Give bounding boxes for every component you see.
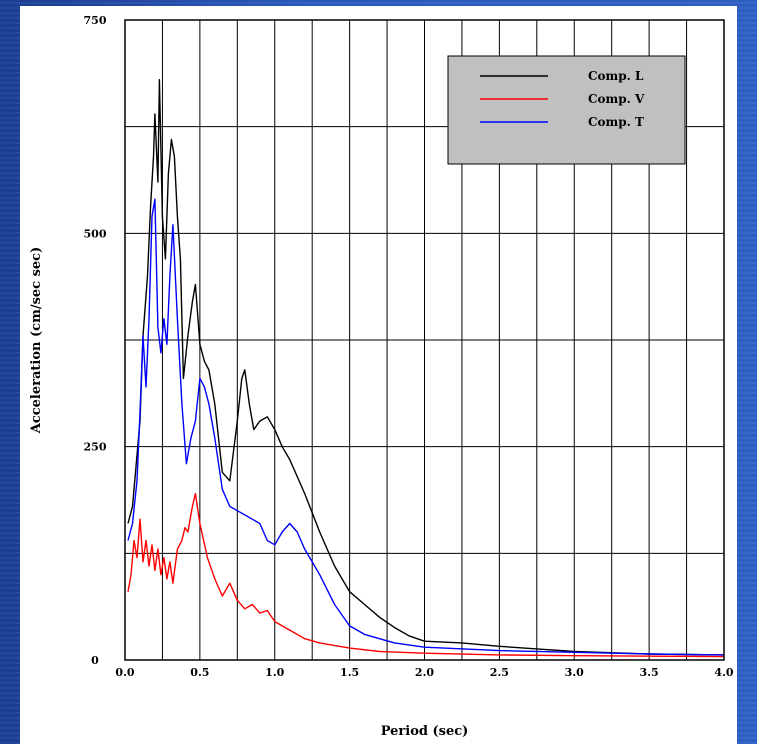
- x-tick-label: 2.5: [490, 666, 509, 679]
- x-tick-label: 1.0: [265, 666, 284, 679]
- y-tick-label: 250: [84, 441, 107, 454]
- legend-label-0: Comp. L: [588, 69, 644, 83]
- x-axis-label: Period (sec): [381, 724, 469, 739]
- legend-label-1: Comp. V: [588, 92, 645, 106]
- x-tick-label: 3.0: [565, 666, 584, 679]
- x-tick-label: 0.0: [115, 666, 134, 679]
- y-tick-label: 750: [84, 14, 107, 27]
- x-tick-label: 1.5: [340, 666, 359, 679]
- legend-box: [447, 55, 686, 165]
- series-line-2: [127, 198, 725, 656]
- y-axis-label: Acceleration (cm/sec sec): [29, 247, 44, 435]
- y-tick-labels: 0 250 500 750: [84, 14, 107, 667]
- legend: Comp. L Comp. V Comp. T: [447, 55, 686, 165]
- y-tick-label: 500: [84, 227, 107, 240]
- x-tick-label: 3.5: [640, 666, 659, 679]
- series-line-0: [127, 79, 725, 656]
- plot-area-frame: [124, 19, 725, 661]
- x-tick-label: 4.0: [714, 666, 733, 679]
- x-tick-label: 2.0: [415, 666, 434, 679]
- x-tick-label: 0.5: [190, 666, 209, 679]
- y-tick-label: 0: [91, 654, 99, 667]
- x-tick-labels: 0.0 0.5 1.0 1.5 2.0 2.5 3.0 3.5 4.0: [115, 666, 733, 679]
- grid-lines: [125, 20, 724, 660]
- series-line-1: [127, 492, 725, 658]
- legend-label-2: Comp. T: [588, 115, 644, 129]
- series-lines: [127, 79, 725, 658]
